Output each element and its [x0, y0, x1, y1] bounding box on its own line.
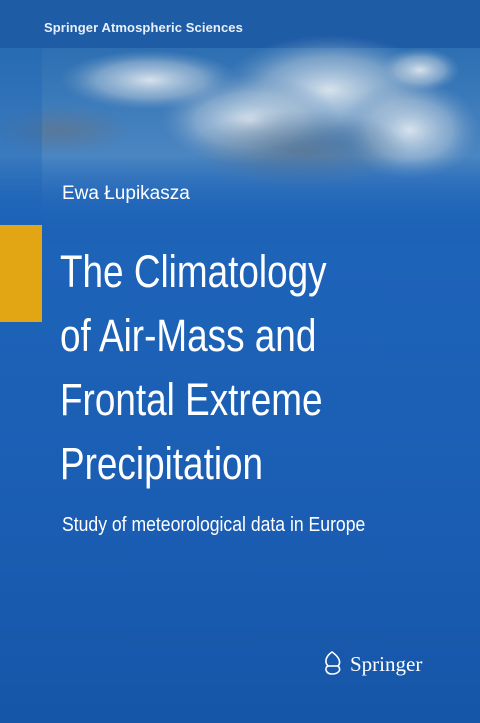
- title-line: The Climatology: [60, 246, 327, 297]
- springer-logo: [325, 651, 341, 675]
- accent-bar: [0, 225, 42, 322]
- author: Ewa Łupikasza: [62, 183, 190, 204]
- title-line: Frontal Extreme: [60, 374, 323, 425]
- subtitle: Study of meteorological data in Europe: [62, 514, 366, 536]
- title: The Climatology of Air-Mass and Frontal Ex…: [60, 240, 327, 496]
- title-line: of Air-Mass and: [60, 310, 317, 361]
- title-line: Precipitation: [60, 438, 264, 489]
- series-band: [0, 0, 480, 48]
- series-name: Springer Atmospheric Sciences: [44, 20, 243, 35]
- publisher: Springer: [350, 652, 423, 676]
